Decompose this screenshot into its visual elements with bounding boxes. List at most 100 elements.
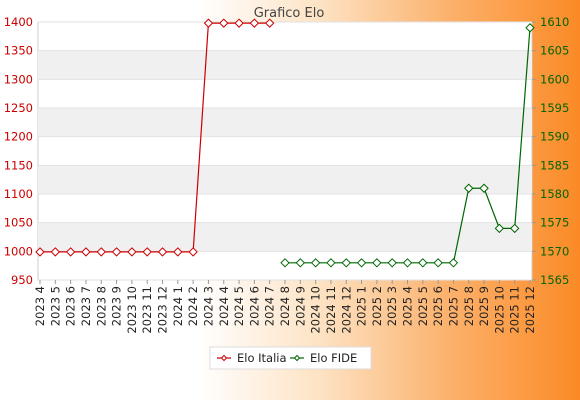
right-tick-label: 1565 [540,273,569,287]
data-point [295,258,306,268]
x-tick-label: 2024 10 [309,286,323,334]
data-point [264,18,275,28]
chart-title: Grafico Elo [254,6,325,21]
left-tick-label: 1000 [4,244,33,258]
data-point [81,247,91,257]
data-point [387,258,397,268]
data-point [418,258,428,268]
series-line [40,22,270,253]
data-point [310,258,321,268]
data-point [372,258,382,268]
left-tick-label: 1300 [4,72,33,86]
data-point [249,18,260,28]
x-tick-label: 2025 10 [492,286,506,334]
legend-marker [220,354,228,362]
x-tick-label: 2025 9 [477,286,491,326]
left-tick-label: 950 [11,273,33,287]
legend[interactable]: Elo Italia Elo FIDE [209,346,372,370]
left-tick-label: 1350 [4,44,33,58]
left-tick-label: 1250 [4,101,33,115]
right-tick-label: 1595 [540,101,569,115]
legend-item-elo-fide[interactable]: Elo FIDE [290,351,357,365]
data-point [111,247,122,257]
x-tick-label: 2025 6 [431,286,445,326]
series-layer [35,18,535,268]
legend-label: Elo FIDE [310,351,357,365]
x-tick-label: 2024 4 [217,286,231,326]
right-y-axis: 1565 1570 1575 1580 1585 1590 1595 1600 1605 1610 [532,15,569,287]
x-tick-label: 2025 12 [523,286,537,334]
data-point [494,223,505,234]
x-tick-label: 2024 3 [201,286,215,326]
x-tick-label: 2025 1 [355,286,369,326]
data-point [525,23,535,33]
x-tick-label: 2024 11 [324,286,338,334]
right-tick-label: 1605 [540,44,569,58]
data-point [65,247,76,257]
data-point [142,247,152,257]
data-point [157,247,168,257]
grid-band [38,165,532,194]
x-tick-label: 2025 4 [401,286,415,326]
x-tick-label: 2024 5 [232,286,246,326]
x-tick-label: 2023 6 [64,286,78,326]
x-tick-label: 2025 3 [385,286,399,326]
right-tick-label: 1575 [540,216,569,230]
x-tick-label: 2025 2 [370,286,384,326]
data-point [35,247,45,257]
left-tick-label: 1050 [4,216,33,230]
x-tick-label: 2023 10 [125,286,139,334]
x-axis: 2023 4 2023 5 2023 6 2023 7 2023 8 2023 9 2023… [33,280,537,334]
data-point [464,183,474,193]
data-point [234,18,244,28]
data-point [433,258,443,268]
grid-band [38,222,532,252]
data-point [479,183,489,193]
x-tick-label: 2023 4 [33,286,47,326]
x-tick-label: 2024 1 [171,286,185,326]
data-point [280,258,290,268]
data-point [219,18,229,28]
x-tick-label: 2024 8 [278,286,292,326]
right-tick-label: 1610 [540,15,569,29]
x-tick-label: 2023 9 [110,286,124,326]
right-tick-label: 1580 [540,187,569,201]
grid-band [38,50,532,80]
data-point [341,258,351,268]
x-tick-label: 2024 2 [186,286,200,326]
data-point [402,258,413,268]
left-tick-label: 1400 [4,15,33,29]
x-tick-label: 2024 7 [263,286,277,326]
data-point [127,247,137,257]
data-point [448,258,459,268]
data-point [356,258,367,268]
left-tick-label: 1100 [4,187,33,201]
legend-label: Elo Italia [237,351,287,365]
x-tick-label: 2023 8 [94,286,108,326]
series-elo-italia [35,18,275,257]
data-point [203,18,214,28]
left-tick-label: 1150 [4,158,33,172]
data-point [173,247,183,257]
data-point [50,247,61,257]
x-tick-label: 2024 9 [293,286,307,326]
data-point [326,258,336,268]
x-tick-label: 2024 6 [247,286,261,326]
legend-item-elo-italia[interactable]: Elo Italia [217,351,287,365]
right-tick-label: 1585 [540,158,569,172]
x-tick-label: 2023 11 [140,286,154,334]
series-elo-fide [280,23,535,268]
right-tick-label: 1590 [540,130,569,144]
data-point [96,247,106,257]
data-point [509,223,520,234]
grid-band [38,108,532,137]
legend-marker [293,354,301,362]
x-tick-label: 2025 11 [508,286,522,334]
right-tick-label: 1600 [540,72,569,86]
data-point [188,247,198,257]
right-tick-label: 1570 [540,244,569,258]
x-tick-label: 2023 5 [48,286,62,326]
x-tick-label: 2025 5 [416,286,430,326]
